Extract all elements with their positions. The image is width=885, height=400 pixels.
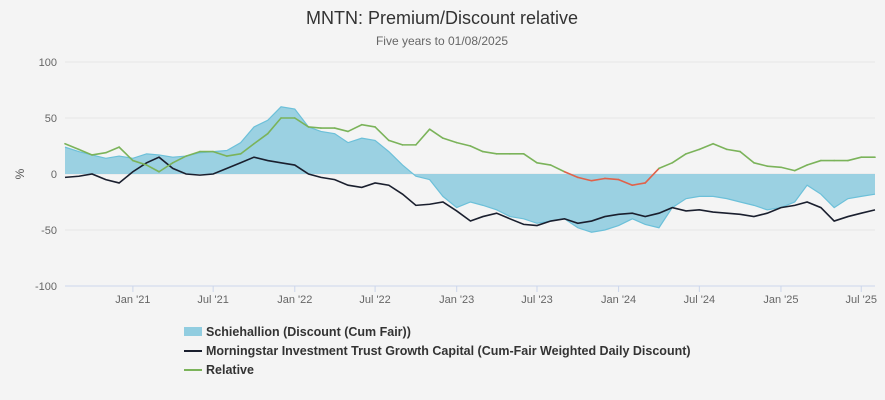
line-relative-segment (631, 182, 647, 186)
line-relative-segment (780, 166, 796, 172)
line-relative-segment (171, 155, 187, 164)
y-axis-label: % (13, 168, 27, 179)
chart-subtitle: Five years to 01/08/2025 (376, 34, 508, 48)
line-relative-segment (455, 141, 472, 147)
line-relative-segment (253, 132, 269, 145)
legend-swatch-area (184, 327, 202, 336)
line-relative-segment (415, 128, 431, 146)
line-relative-segment (132, 159, 148, 166)
line-relative-segment (469, 145, 484, 153)
line-relative-segment (118, 146, 134, 162)
line-relative-segment (158, 162, 174, 173)
line-relative-segment (522, 153, 538, 164)
line-relative-segment (847, 156, 863, 162)
line-relative-segment (212, 150, 228, 157)
line-relative-segment (239, 142, 255, 155)
line-relative-segment (658, 162, 674, 170)
x-tick-label: Jan '23 (439, 294, 474, 306)
y-axis-ticks: 100 50 0 -50 -100 (35, 57, 57, 293)
line-relative-segment (806, 159, 822, 166)
line-relative-segment (726, 148, 741, 153)
line-relative-segment (64, 142, 80, 151)
x-tick-label: Jul '23 (521, 294, 552, 306)
line-relative-segment (360, 123, 376, 128)
legend-item-schiehallion[interactable]: Schiehallion (Discount (Cum Fair)) (184, 322, 691, 341)
line-relative-segment (576, 176, 593, 182)
legend-label: Schiehallion (Discount (Cum Fair)) (206, 324, 411, 339)
line-relative-segment (91, 151, 107, 156)
line-relative-segment (77, 148, 93, 156)
series-layer (64, 106, 876, 233)
line-relative-segment (347, 123, 363, 133)
x-tick-label: Jan '22 (277, 294, 312, 306)
line-relative-segment (793, 164, 808, 172)
y-tick-label: 50 (45, 113, 57, 125)
y-tick-label: -50 (41, 225, 57, 237)
line-relative-segment (145, 164, 160, 173)
line-relative-segment (563, 170, 579, 179)
y-tick-label: 0 (51, 169, 57, 181)
area-schiehallion (65, 106, 875, 233)
legend-swatch-line (184, 368, 202, 371)
line-relative-segment (374, 126, 390, 142)
line-relative-segment (442, 137, 458, 144)
legend-item-relative[interactable]: Relative (184, 360, 691, 379)
x-tick-label: Jul '22 (359, 294, 390, 306)
chart-title: MNTN: Premium/Discount relative (306, 8, 578, 28)
line-relative-segment (739, 150, 755, 164)
x-axis-ticks: Jan '21 Jul '21 Jan '22 Jul '22 Jan '23 Jul '… (115, 286, 877, 306)
legend-item-morningstar[interactable]: Morningstar Investment Trust Growth Capi… (184, 341, 691, 360)
legend-label: Relative (206, 362, 254, 377)
line-relative-segment (482, 150, 498, 155)
x-tick-label: Jan '24 (601, 294, 636, 306)
line-relative-segment (105, 146, 120, 154)
y-tick-label: -100 (35, 281, 57, 293)
area-line-schiehallion (64, 106, 876, 233)
x-tick-label: Jul '25 (846, 294, 877, 306)
line-relative-segment (671, 153, 687, 164)
line-relative-segment (590, 177, 606, 182)
y-tick-label: 100 (39, 57, 57, 69)
line-relative-segment (549, 164, 566, 173)
x-tick-label: Jul '21 (197, 294, 228, 306)
x-tick-label: Jan '21 (115, 294, 150, 306)
line-relative-segment (644, 167, 660, 184)
premium-discount-chart: MNTN: Premium/Discount relative Five yea… (13, 8, 877, 306)
line-morningstar (64, 156, 876, 227)
chart-legend: Schiehallion (Discount (Cum Fair)) Morni… (184, 322, 691, 379)
x-tick-label: Jul '24 (684, 294, 715, 306)
line-relative-segment (333, 127, 349, 133)
x-tick-label: Jan '25 (763, 294, 798, 306)
line-relative-segment (604, 177, 620, 181)
line-relative-segment (685, 148, 701, 155)
legend-swatch-line (184, 349, 202, 352)
line-relative-segment (698, 142, 714, 151)
line-relative-segment (307, 126, 322, 129)
line-relative-segment (536, 162, 552, 166)
line-relative-segment (388, 139, 404, 146)
line-relative-segment (617, 178, 634, 186)
legend-label: Morningstar Investment Trust Growth Capi… (206, 343, 691, 358)
line-relative-segment (293, 117, 310, 128)
line-relative-segment (766, 165, 782, 169)
line-relative-segment (753, 162, 769, 167)
line-relative-segment (185, 150, 201, 157)
line-relative-segment (266, 117, 282, 135)
line-relative-segment (428, 128, 444, 139)
line-relative-segment (712, 142, 728, 151)
line-relative-segment (226, 153, 242, 157)
